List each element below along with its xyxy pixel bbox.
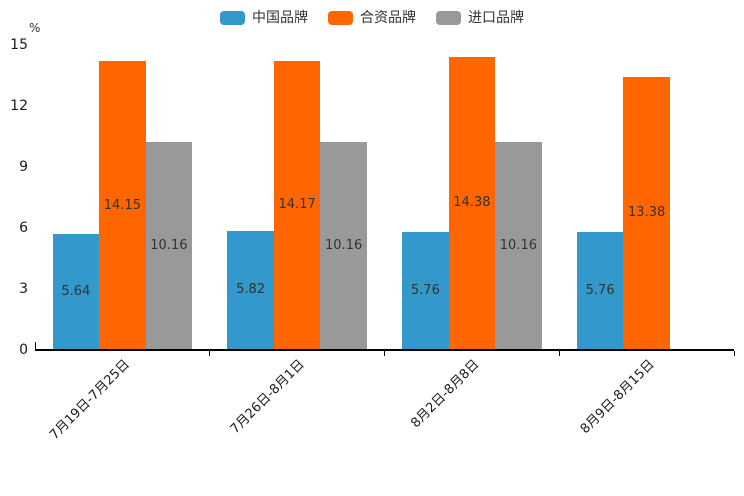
legend-label: 合资品牌 (360, 10, 416, 26)
legend-swatch-china-brand (220, 11, 245, 25)
bar-china-brand-1[interactable]: 5.82 (227, 230, 274, 349)
bar-joint-venture-brand-2[interactable]: 14.38 (448, 56, 496, 349)
x-axis-line (35, 349, 734, 351)
x-axis-tick (384, 351, 385, 356)
x-axis-tick (733, 351, 735, 356)
legend-swatch-joint-venture-brand (328, 11, 353, 25)
y-axis-tick-label: 6 (19, 220, 28, 236)
legend-label: 进口品牌 (468, 10, 524, 26)
legend-item-joint-venture-brand[interactable]: 合资品牌 (328, 10, 416, 26)
bar-value-label: 10.16 (325, 238, 363, 254)
bar-value-label: 5.76 (410, 282, 440, 298)
bar-value-label: 5.76 (585, 282, 615, 298)
bar-value-label: 5.64 (61, 284, 91, 300)
bar-value-label: 14.17 (278, 197, 316, 213)
x-axis-label: 8月9日-8月15日 (577, 357, 658, 437)
bar-value-label: 10.16 (499, 238, 537, 254)
legend: 中国品牌 合资品牌 进口品牌 (0, 10, 744, 26)
bar-value-label: 13.38 (628, 205, 666, 221)
y-axis-tick-label: 12 (10, 98, 28, 114)
x-axis-label: 7月19日-7月25日 (47, 357, 133, 443)
bar-china-brand-3[interactable]: 5.76 (576, 231, 624, 349)
bar-joint-venture-brand-0[interactable]: 14.15 (99, 61, 146, 349)
bar-import-brand-0[interactable]: 10.16 (145, 142, 193, 349)
bar-china-brand-2[interactable]: 5.76 (402, 231, 449, 349)
x-axis-label: 8月2日-8月8日 (408, 357, 483, 432)
bar-value-label: 5.82 (236, 282, 266, 298)
y-axis-tick-label: 9 (19, 159, 28, 175)
legend-swatch-import-brand (436, 11, 461, 25)
legend-item-import-brand[interactable]: 进口品牌 (436, 10, 524, 26)
bar-china-brand-0[interactable]: 5.64 (52, 234, 100, 349)
bar-joint-venture-brand-3[interactable]: 13.38 (623, 76, 670, 349)
y-axis-tick-label: 0 (19, 342, 28, 358)
x-axis-tick (558, 351, 560, 356)
bar-value-label: 10.16 (150, 238, 188, 254)
bar-import-brand-2[interactable]: 10.16 (495, 142, 542, 349)
y-axis-tick-label: 3 (19, 281, 28, 297)
legend-item-china-brand[interactable]: 中国品牌 (220, 10, 308, 26)
bar-value-label: 14.38 (453, 195, 491, 211)
y-axis-tick-label: 15 (10, 37, 28, 53)
y-axis-unit-label: % (29, 21, 41, 35)
bar-import-brand-1[interactable]: 10.16 (320, 142, 367, 349)
legend-label: 中国品牌 (252, 10, 308, 26)
x-axis-tick (209, 351, 211, 356)
x-axis-tick (35, 342, 36, 349)
bar-joint-venture-brand-1[interactable]: 14.17 (273, 60, 321, 349)
x-axis-label: 7月26日-8月1日 (227, 357, 308, 437)
bar-value-label: 14.15 (103, 197, 141, 213)
